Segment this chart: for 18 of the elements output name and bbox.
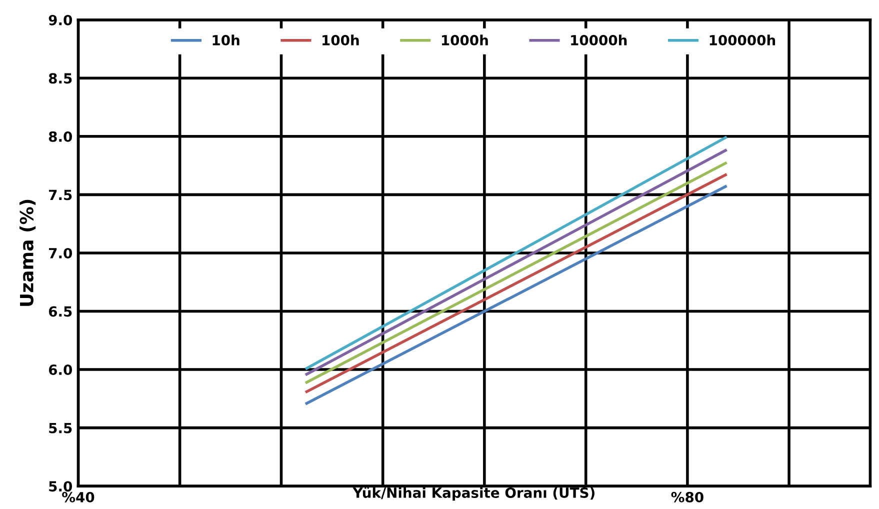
legend-label: 10000h xyxy=(571,34,627,46)
x-axis-title: Yük/Nihai Kapasite Oranı (UTS) xyxy=(352,487,594,501)
y-tick-label: 7.0 xyxy=(49,248,72,258)
y-tick-label: 8.0 xyxy=(48,131,72,142)
legend-label: 100h xyxy=(322,34,359,46)
y-tick-label: 8.5 xyxy=(48,73,72,84)
y-tick-label: 5.0 xyxy=(49,481,72,492)
y-axis-title: Uzama (%) xyxy=(20,200,36,306)
legend-label: 10h xyxy=(212,34,240,46)
legend-label: 100000h xyxy=(710,34,776,46)
x-tick-label: %80 xyxy=(671,492,704,502)
x-tick-label: %40 xyxy=(62,492,94,502)
y-tick-label: 5.5 xyxy=(49,422,72,434)
legend-label: 1000h xyxy=(442,34,488,46)
y-tick-label: 6.0 xyxy=(48,364,72,376)
y-tick-label: 9.0 xyxy=(48,14,72,26)
y-tick-label: 6.5 xyxy=(48,306,72,317)
y-tick-label: 7.5 xyxy=(49,190,72,200)
